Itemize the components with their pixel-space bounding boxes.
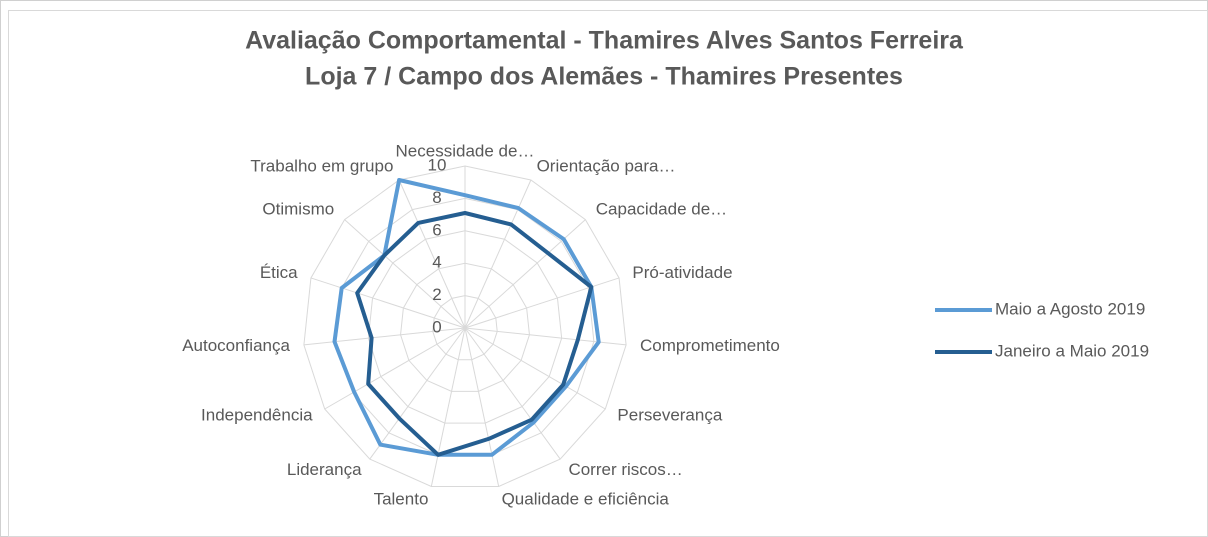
legend-label: Maio a Agosto 2019 [995, 299, 1145, 318]
spoke [344, 219, 466, 329]
legend-label: Janeiro a Maio 2019 [995, 341, 1149, 360]
spoke [398, 179, 466, 329]
spoke [464, 219, 586, 329]
spoke [464, 327, 606, 410]
spoke [310, 277, 466, 329]
series-line [332, 178, 601, 457]
r-tick-label: 10 [428, 155, 447, 174]
spoke [464, 179, 532, 329]
category-label: Talento [374, 490, 429, 509]
category-label: Otimismo [262, 200, 334, 219]
grid-ring [400, 262, 530, 392]
category-label: Necessidade de… [396, 141, 535, 160]
r-tick-label: 0 [432, 317, 441, 336]
chart-title: Avaliação Comportamental - Thamires Alve… [245, 27, 964, 55]
category-label: Perseverança [617, 405, 722, 424]
grid-ring [367, 230, 563, 424]
category-label: Independência [201, 405, 313, 424]
category-label: Liderança [287, 460, 362, 479]
spoke [324, 327, 466, 410]
category-label: Qualidade e eficiência [502, 490, 670, 509]
spoke [464, 327, 500, 487]
grid-ring [303, 165, 627, 487]
grid-ring [432, 295, 498, 361]
category-label: Pró-atividade [632, 263, 732, 282]
category-label: Autoconfiança [182, 336, 290, 355]
r-tick-label: 2 [432, 285, 441, 304]
chart-border [8, 10, 1208, 537]
category-label: Orientação para… [537, 157, 676, 176]
r-tick-label: 6 [432, 220, 441, 239]
spoke [303, 327, 466, 346]
category-label: Capacidade de… [596, 200, 727, 219]
spoke [464, 277, 620, 329]
category-label: Trabalho em grupo [250, 157, 393, 176]
category-label: Correr riscos… [568, 460, 682, 479]
category-label: Comprometimento [640, 336, 780, 355]
chart-subtitle: Loja 7 / Campo dos Alemães - Thamires Pr… [305, 63, 903, 91]
series-line [355, 211, 594, 457]
spoke [369, 327, 466, 460]
r-tick-label: 8 [432, 188, 441, 207]
category-label: Ética [260, 263, 298, 282]
spoke [464, 327, 561, 460]
r-tick-label: 4 [432, 253, 441, 272]
spoke [430, 327, 466, 487]
